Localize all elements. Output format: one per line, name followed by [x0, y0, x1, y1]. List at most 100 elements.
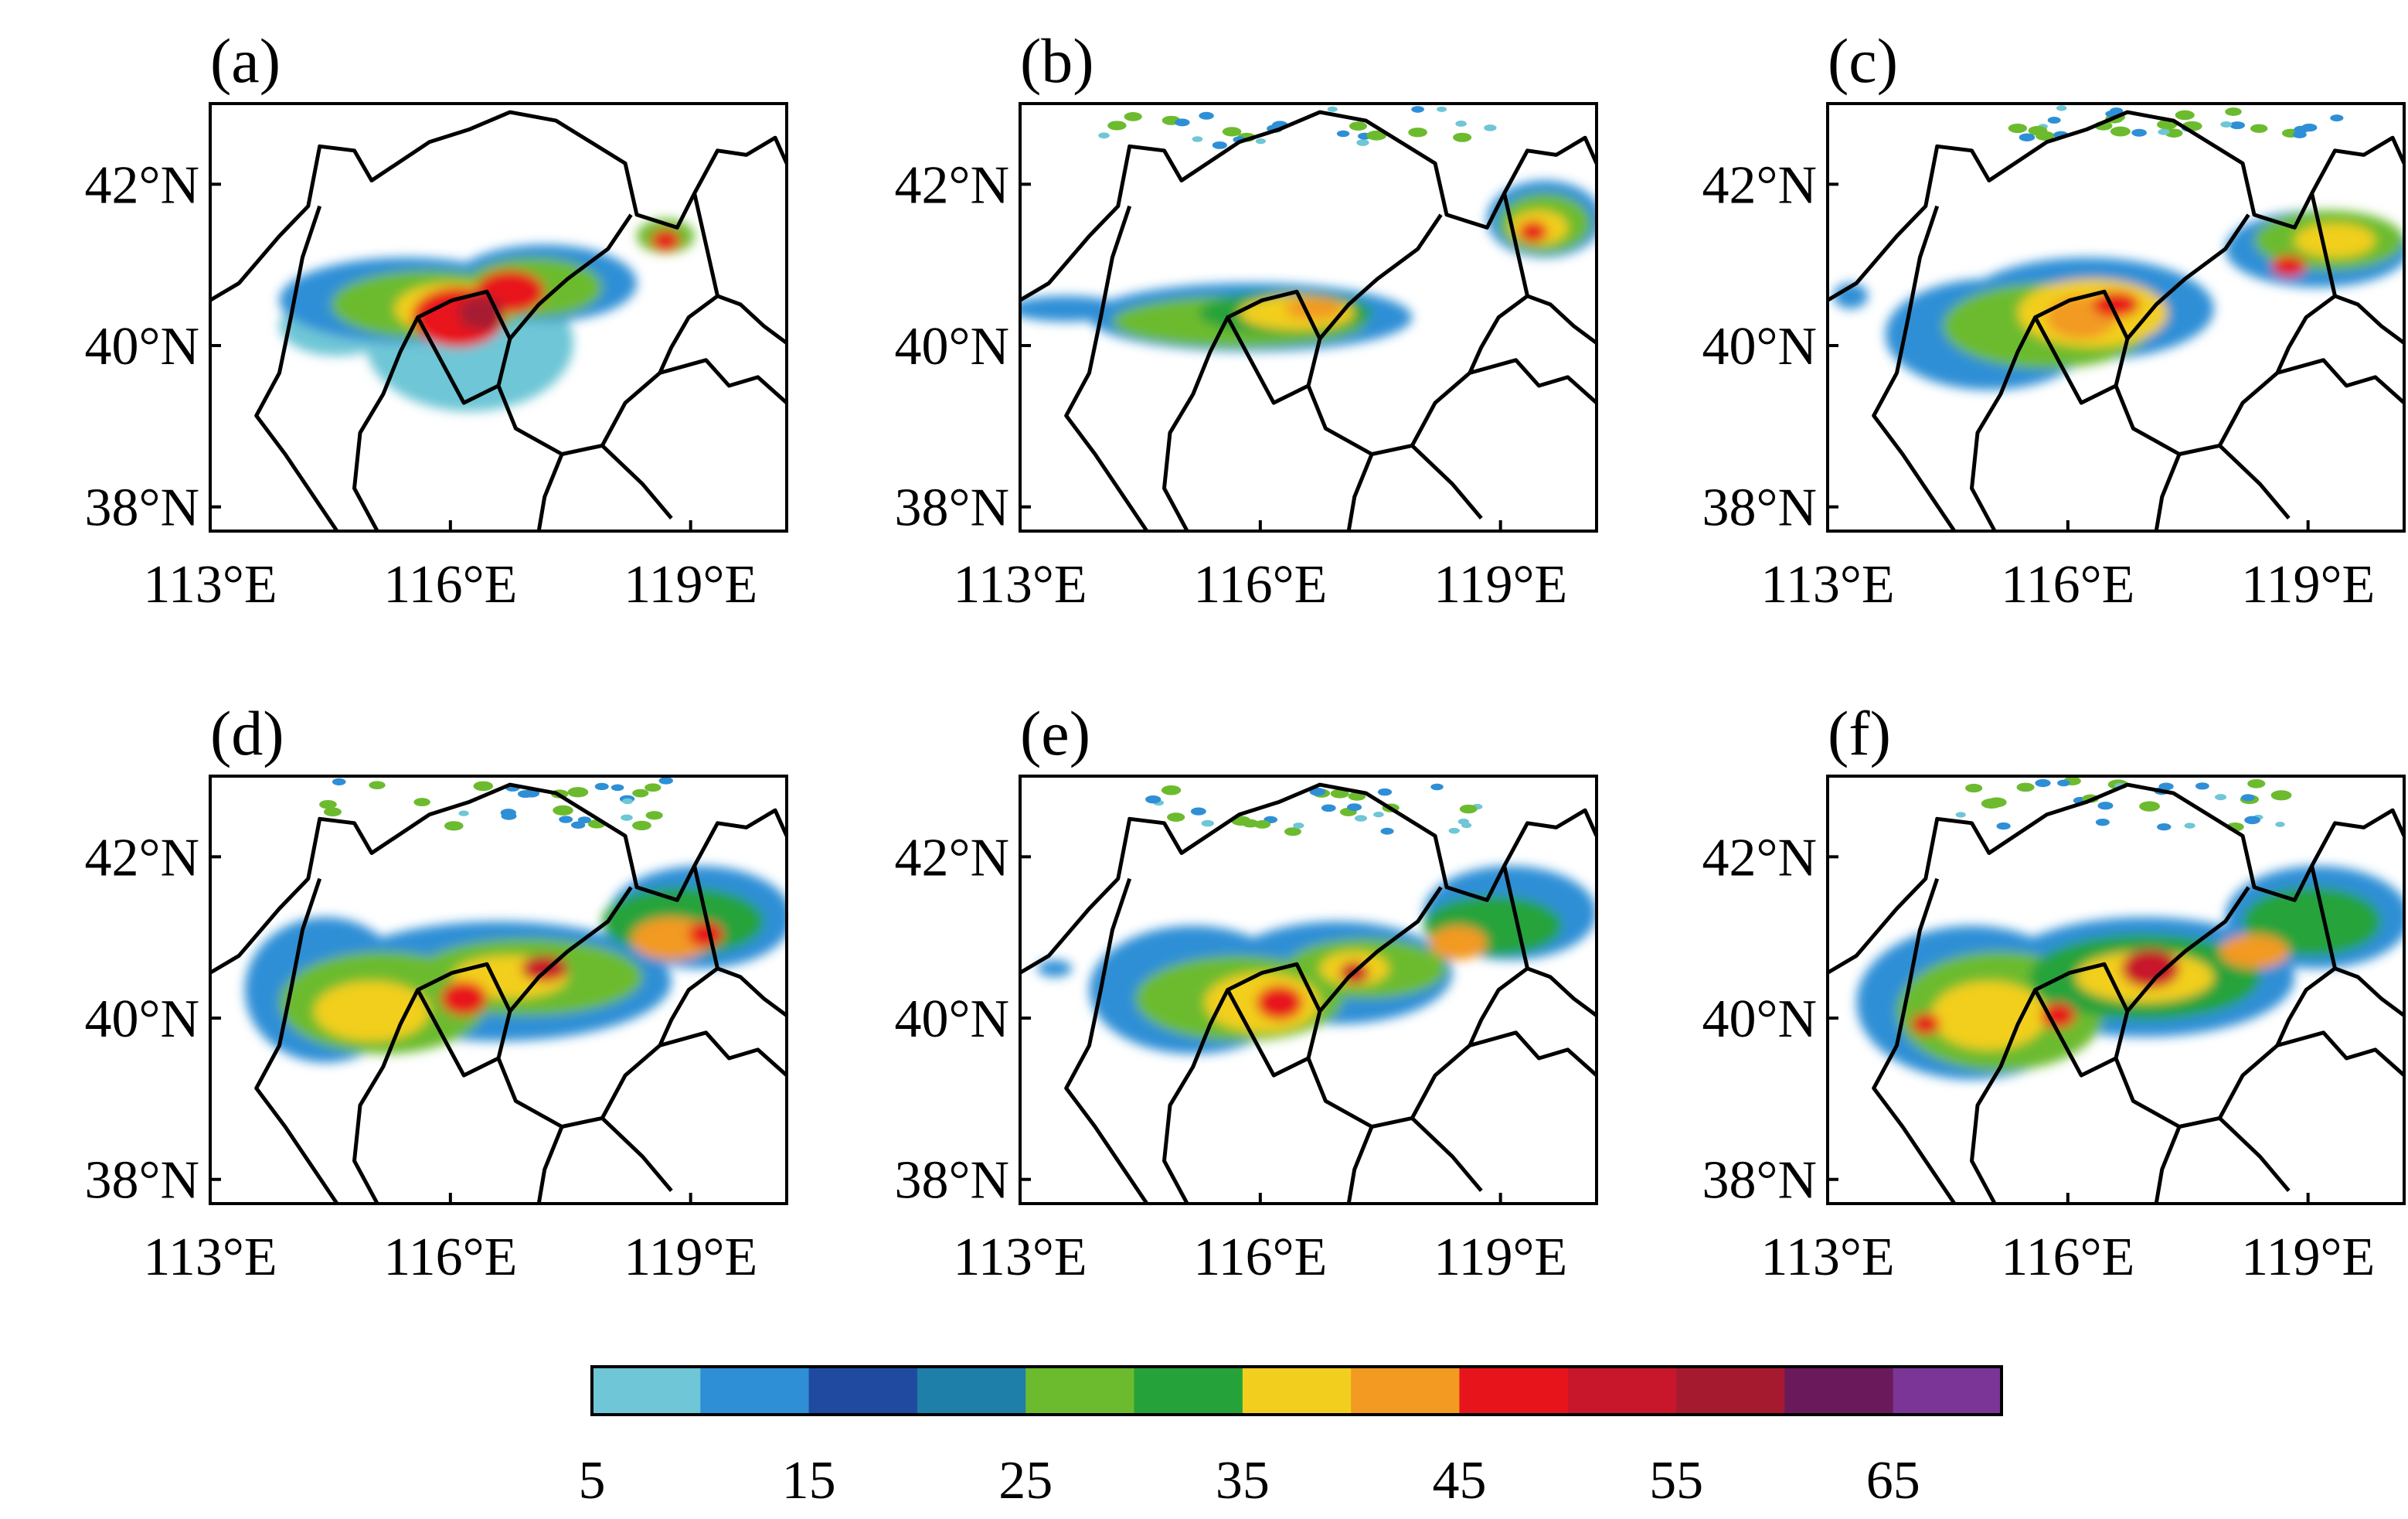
echo-dot — [323, 807, 342, 817]
echo-dot — [1347, 803, 1362, 812]
lat-tick-label: 42°N — [84, 828, 199, 887]
echo-dot — [2184, 823, 2195, 829]
echo-dot — [2035, 778, 2051, 788]
map-frame — [1019, 775, 1598, 1205]
echo-cell — [2243, 887, 2382, 956]
lat-tick-label: 42°N — [894, 828, 1009, 887]
echo-dot — [1965, 783, 1983, 793]
echo-dot — [2270, 790, 2292, 801]
colorbar-bin — [1459, 1367, 1569, 1415]
echo-dot — [2220, 121, 2233, 128]
colorbar-bin — [1242, 1367, 1352, 1415]
echo-dot — [332, 778, 346, 785]
lon-tick-label: 119°E — [2241, 1228, 2375, 1287]
reflectivity-field — [1037, 866, 1597, 1054]
panel-label: (c) — [1828, 26, 1898, 96]
echo-cell — [2219, 934, 2289, 969]
colorbar-bin — [1134, 1367, 1243, 1415]
panel-label: (a) — [210, 26, 281, 96]
echo-dot — [1411, 106, 1424, 113]
echo-dot — [1453, 132, 1472, 142]
map-frame — [1019, 102, 1598, 533]
echo-cell — [314, 981, 430, 1041]
echo-dot — [571, 821, 586, 829]
echo-dot — [1201, 819, 1214, 827]
echo-dot — [2056, 105, 2067, 111]
echo-dot — [1336, 130, 1350, 138]
reflectivity-field — [279, 219, 695, 412]
echo-dot — [473, 781, 494, 792]
colorbar-bin — [1893, 1367, 2002, 1415]
echo-dot — [2330, 114, 2344, 122]
echo-dot — [1437, 106, 1447, 112]
echo-dot — [2139, 801, 2160, 812]
map-panel-d: 113°E 116°E 119°E 42°N 40°N 38°N (d) — [84, 698, 788, 1287]
echo-dot — [611, 784, 624, 792]
echo-dot — [458, 810, 469, 816]
echo-dot — [1455, 121, 1467, 127]
echo-cell — [2271, 255, 2307, 277]
echo-cell — [2121, 949, 2180, 988]
echo-dot — [2175, 110, 2195, 121]
colorbar-bin — [592, 1367, 701, 1415]
lon-tick-label: 113°E — [1760, 555, 1894, 615]
province-borders — [210, 782, 787, 1204]
lon-tick-label: 116°E — [1193, 1228, 1327, 1287]
echo-dot — [2157, 823, 2172, 831]
echo-dot — [645, 811, 663, 820]
echo-dot — [2008, 123, 2028, 134]
echo-dot — [2097, 802, 2114, 810]
echo-dot — [1098, 132, 1110, 139]
echo-dot — [2110, 126, 2131, 137]
echo-cell — [1519, 221, 1548, 243]
echo-dot — [1293, 823, 1304, 829]
colorbar: 5 15 25 35 45 55 65 — [579, 1365, 2003, 1510]
lat-tick-label: 42°N — [84, 155, 199, 215]
lat-tick-label: 38°N — [894, 479, 1009, 538]
colorbar-tick-label: 5 — [579, 1451, 606, 1510]
echo-dot — [2195, 782, 2209, 790]
lat-tick-label: 38°N — [84, 1151, 199, 1211]
echo-dot — [632, 788, 649, 798]
map-frame — [209, 102, 788, 533]
lat-tick-label: 40°N — [894, 989, 1009, 1049]
echo-dot — [1327, 106, 1338, 112]
lat-tick-label: 42°N — [1702, 155, 1817, 215]
lon-tick-label: 119°E — [2241, 555, 2375, 615]
echo-dot — [1321, 804, 1336, 812]
echo-cell — [1256, 985, 1303, 1020]
echo-dot — [2275, 822, 2285, 827]
lon-tick-label: 119°E — [624, 555, 757, 615]
echo-cell — [1429, 925, 1488, 960]
echo-dot — [1161, 785, 1182, 795]
echo-dot — [1212, 141, 1227, 149]
echo-cell — [2041, 1003, 2076, 1029]
echo-dot — [369, 781, 386, 790]
echo-dot — [2294, 125, 2309, 134]
echo-dot — [1380, 827, 1394, 835]
lat-tick-label: 42°N — [894, 155, 1009, 215]
echo-dot — [2131, 128, 2147, 137]
lat-tick-label: 40°N — [84, 317, 199, 376]
echo-cell — [2294, 223, 2376, 258]
echo-dot — [2165, 128, 2183, 138]
reflectivity-field — [1020, 180, 1597, 352]
echo-dot — [2158, 128, 2170, 135]
panel-label: (e) — [1020, 698, 1090, 768]
echo-dot — [621, 798, 634, 805]
echo-dot — [501, 812, 517, 820]
echo-dot — [1175, 118, 1190, 127]
colorbar-bin — [1567, 1367, 1677, 1415]
echo-dot — [2016, 782, 2035, 792]
colorbar-bin — [1676, 1367, 1785, 1415]
echo-dot — [1377, 788, 1393, 796]
lat-tick-label: 38°N — [84, 479, 199, 538]
echo-dot — [1955, 812, 1966, 818]
echo-dot — [1986, 797, 2007, 808]
echo-cell — [1037, 959, 1073, 977]
echo-dot — [1430, 783, 1444, 791]
colorbar-tick-label: 25 — [998, 1451, 1053, 1510]
lat-tick-label: 42°N — [1702, 828, 1817, 887]
echo-dot — [2225, 107, 2242, 116]
echo-dot — [2215, 794, 2227, 801]
